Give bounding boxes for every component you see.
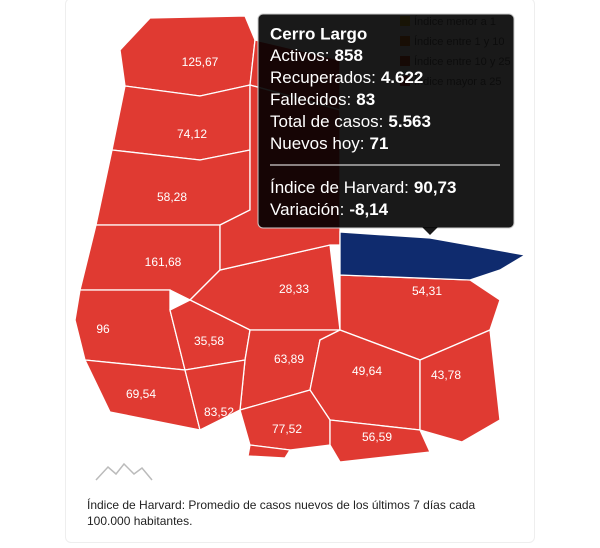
tooltip-label: Nuevos hoy:: [270, 134, 365, 153]
department: [74, 289, 186, 371]
tooltip-label: Recuperados:: [270, 68, 376, 87]
department: [95, 149, 251, 226]
tooltip-row: Variación: -8,14: [270, 200, 389, 219]
tooltip-value: 5.563: [388, 112, 431, 131]
tooltip-row: Total de casos: 5.563: [270, 112, 431, 131]
department-value: 83,15: [250, 467, 280, 481]
department-value: 63,89: [274, 352, 304, 366]
tooltip-value: 858: [335, 46, 363, 65]
department-value: 28,33: [279, 282, 309, 296]
department: [111, 84, 251, 161]
tooltip: Cerro Largo Activos: 858 Recuperados: 4.622 F…: [257, 13, 515, 235]
tooltip-label: Activos:: [270, 46, 330, 65]
tooltip-row: Índice de Harvard: 90,73: [270, 178, 456, 197]
department-value: 54,31: [412, 284, 442, 298]
card: [65, 0, 535, 543]
department-value: 49,64: [352, 364, 382, 378]
department: [247, 444, 292, 459]
tooltip-row: Recuperados: 4.622: [270, 68, 423, 87]
department-value: 161,68: [145, 255, 182, 269]
tooltip-box: [257, 13, 515, 229]
tooltip-arrow: [422, 227, 438, 235]
tooltip-title: Cerro Largo: [270, 24, 367, 43]
department: [339, 231, 527, 281]
department-value: 125,67: [182, 55, 219, 69]
tooltip-label: Índice de Harvard:: [270, 178, 409, 197]
department-value: 77,52: [272, 422, 302, 436]
department: [419, 329, 501, 443]
tooltip-value: 71: [370, 134, 389, 153]
department-value: 58,28: [157, 190, 187, 204]
logo-icon: [95, 462, 153, 481]
department-value: 69,54: [126, 387, 156, 401]
department-value: 56,59: [362, 430, 392, 444]
department-value: 96: [96, 322, 110, 336]
tooltip-value: 4.622: [381, 68, 424, 87]
department-value: 43,78: [431, 368, 461, 382]
tooltip-value: 90,73: [414, 178, 457, 197]
department-value: 35,58: [194, 334, 224, 348]
department: [329, 419, 431, 463]
tooltip-label: Fallecidos:: [270, 90, 351, 109]
department-value: 74,12: [177, 127, 207, 141]
tooltip-label: Variación:: [270, 200, 344, 219]
department-value: 83,52: [204, 405, 234, 419]
tooltip-value: -8,14: [349, 200, 388, 219]
tooltip-value: 83: [356, 90, 375, 109]
footer-note: Índice de Harvard: Promedio de casos nue…: [87, 498, 476, 528]
tooltip-row: Nuevos hoy: 71: [270, 134, 388, 153]
tooltip-row: Fallecidos: 83: [270, 90, 375, 109]
tooltip-label: Total de casos:: [270, 112, 383, 131]
tooltip-row: Activos: 858: [270, 46, 363, 65]
